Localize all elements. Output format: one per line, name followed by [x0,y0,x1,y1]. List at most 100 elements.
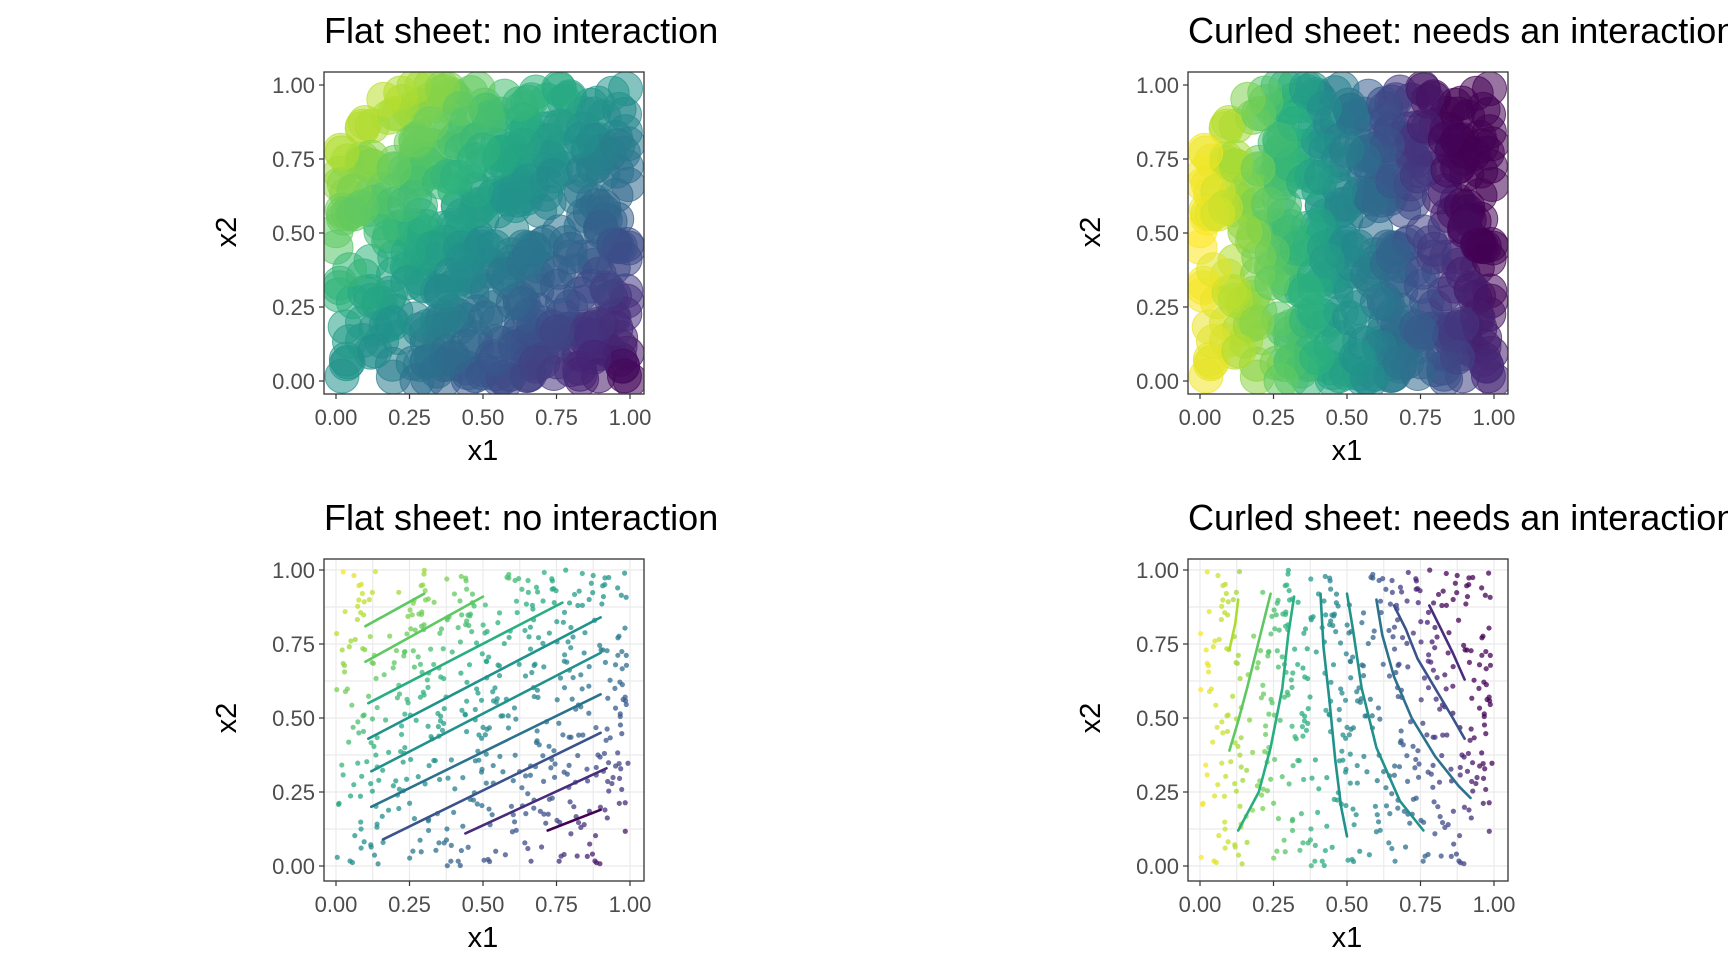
data-point [424,273,460,309]
data-point [1214,724,1220,730]
x-tick-label: 0.00 [1179,405,1222,430]
data-point [380,839,386,845]
data-point [531,805,537,811]
data-point [616,800,622,806]
data-point [1203,647,1209,653]
data-point [1432,624,1438,631]
data-point [1220,582,1226,589]
data-point [1476,662,1483,668]
data-point [1440,339,1476,375]
data-point [424,677,430,683]
data-point [1458,75,1494,111]
data-point [360,713,366,719]
data-point [1351,822,1357,828]
data-point [1251,186,1287,222]
data-point [1303,727,1310,733]
data-point [607,735,613,741]
data-point [444,576,450,582]
data-point [1456,833,1463,839]
data-point [351,782,357,788]
data-point [448,842,454,848]
data-point [1427,567,1433,573]
data-point [1359,662,1365,668]
data-point [602,575,608,581]
data-point [431,599,437,605]
data-point [404,776,410,782]
data-point [405,613,411,619]
data-point [604,648,610,654]
data-point [1305,706,1311,712]
data-point [398,731,405,738]
data-point [579,570,585,577]
data-point [1354,689,1360,695]
data-point [490,762,496,769]
y-tick-label: 0.50 [272,706,315,731]
data-point [1216,833,1222,839]
data-point [431,661,437,668]
data-point [534,589,541,595]
data-point [369,716,376,722]
data-point [439,727,446,733]
data-point [1405,569,1411,576]
data-point [1236,569,1243,575]
data-point [1299,724,1306,730]
data-point [407,855,413,861]
data-point [375,861,381,867]
data-point [534,687,540,693]
data-point [352,833,358,839]
data-point [398,723,405,729]
data-point [1238,735,1244,741]
data-point [1487,594,1493,600]
data-point [586,710,592,716]
data-point [398,748,404,755]
data-point [382,717,389,723]
data-point [1235,743,1241,749]
data-point [613,763,619,769]
data-point [492,685,498,691]
data-point [473,640,480,646]
data-point [1232,740,1238,746]
data-point [566,762,572,768]
data-point [1466,659,1473,666]
data-point [375,305,411,341]
data-point [618,592,624,598]
data-point [1453,851,1460,857]
data-point [360,728,367,735]
contour-line [1428,604,1466,681]
data-point [500,713,506,719]
data-point [1244,839,1250,845]
data-point [1336,717,1342,723]
data-point [1418,619,1424,625]
data-point [463,729,470,735]
data-point [339,762,345,768]
data-point [1392,858,1398,864]
data-point [1235,852,1242,858]
data-point [562,652,568,658]
panel-border [323,558,645,882]
data-point [623,652,629,658]
data-point [1299,710,1305,717]
data-point [1260,589,1266,595]
data-point [1481,722,1488,728]
data-point [396,786,402,792]
data-point [472,758,478,764]
data-point [551,600,557,606]
data-point [1464,128,1500,164]
contour-line [370,651,602,773]
data-point [408,756,414,763]
data-point [1230,693,1236,699]
data-point [543,820,549,826]
data-point [502,852,508,858]
data-point [1288,677,1294,683]
data-point [449,649,455,655]
data-point [527,646,534,652]
x-tick-label: 0.25 [388,405,431,430]
data-point [590,590,596,596]
data-point [504,574,510,580]
data-point [361,839,367,845]
data-point [409,612,415,618]
data-point [415,654,421,660]
data-point [334,854,340,860]
data-point [1442,824,1448,831]
data-point [1433,696,1439,702]
